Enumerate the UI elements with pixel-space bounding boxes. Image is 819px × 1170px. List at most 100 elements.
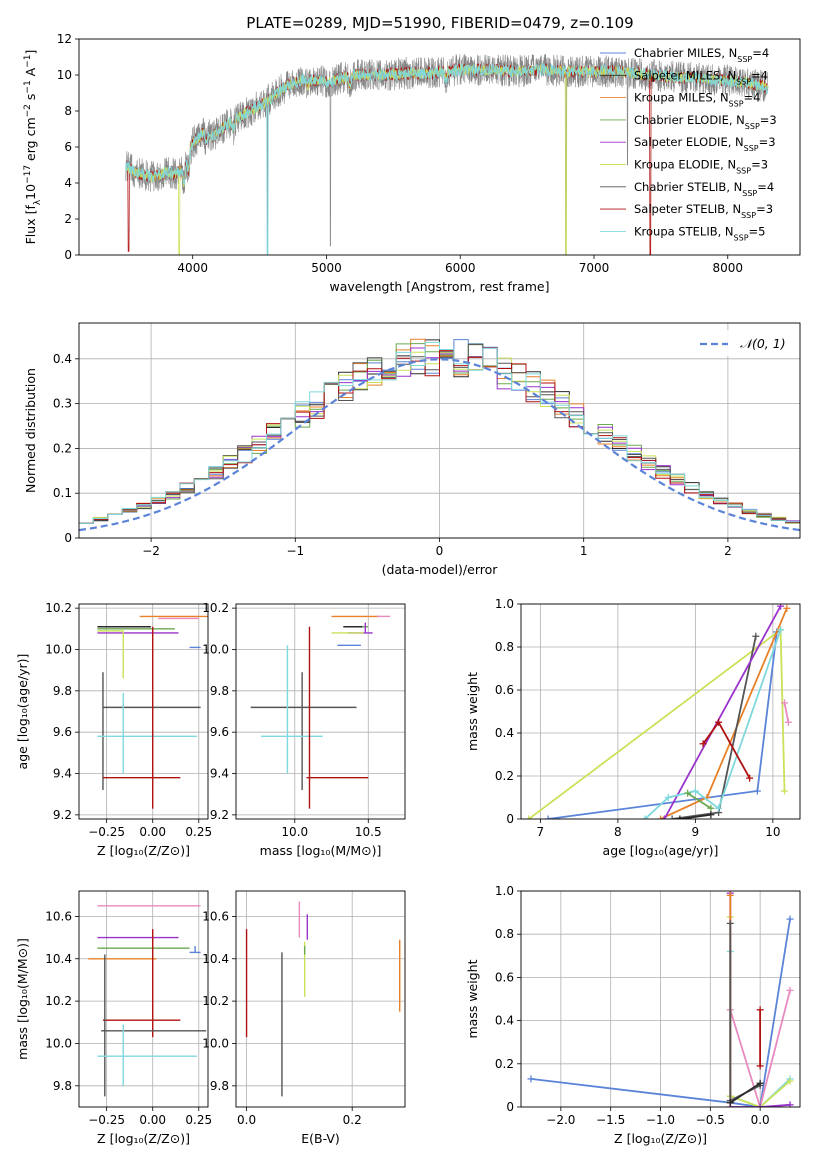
legend-entry-sub: SSP: [736, 77, 751, 86]
x-tick-label: 6000: [445, 261, 476, 275]
weight-marker: [777, 626, 785, 634]
weight-line: [663, 605, 782, 819]
gaussian-curve: [79, 358, 800, 532]
x-tick-label: 10: [765, 825, 780, 839]
legend-entry-suffix: =4: [751, 68, 768, 82]
y-tick-label: 1.0: [495, 597, 514, 611]
weight-marker: [525, 815, 533, 819]
y-tick-label: 0: [506, 1100, 514, 1114]
x-tick-label: −1.0: [646, 1113, 675, 1127]
legend-box: [693, 330, 794, 356]
legend-entry-suffix: =3: [751, 158, 768, 172]
weight-line: [679, 813, 712, 819]
legend-entry-sub: SSP: [737, 55, 752, 64]
legend-entry-label: Chabrier STELIB, N: [634, 180, 742, 194]
errorbar-point: [97, 1024, 197, 1086]
axes-frame: 0.0 0.2 9.8 10.0 10.2 10.4 10.6 E(B-V): [202, 890, 406, 1146]
x-tick-label: 7000: [579, 261, 610, 275]
x-tick-label: 0.2: [343, 1113, 362, 1127]
figure-title: PLATE=0289, MJD=51990, FIBERID=0479, z=0…: [246, 14, 633, 32]
weight-marker: [756, 1079, 764, 1087]
y-axis-label-part: s: [23, 94, 38, 105]
weight-marker: [786, 915, 794, 923]
y-tick-label: 0.4: [495, 726, 514, 740]
legend-entry-label: Salpeter ELODIE, N: [634, 135, 744, 149]
y-tick-label: 10: [57, 68, 72, 82]
x-axis-label: (data-model)/error: [382, 562, 499, 577]
legend-entry-suffix: =4: [757, 180, 774, 194]
x-tick-label: 8000: [712, 261, 743, 275]
y-axis-label-part: −1: [23, 80, 33, 93]
errorbar-point: [189, 946, 201, 954]
x-tick-label: 9: [692, 825, 700, 839]
y-tick-label: 10.0: [202, 642, 229, 656]
legend-entry-suffix: =3: [759, 135, 776, 149]
errorbar-point: [260, 645, 323, 774]
weight-marker: [527, 1075, 535, 1083]
plot-area: [250, 615, 391, 809]
axes-frame: 4000 5000 6000 7000 8000 0 2 4 6 8 10 12 wavelength …: [23, 32, 801, 294]
legend-entry-suffix: =3: [756, 202, 773, 216]
x-tick-label: 1: [580, 544, 588, 558]
y-tick-label: 0: [506, 812, 514, 826]
legend-entry-sub: SSP: [736, 166, 751, 175]
plot-area: [245, 901, 401, 1097]
weight-marker: [752, 632, 760, 640]
y-tick-label: 0.6: [495, 683, 514, 697]
legend-entry: 𝒩(0, 1): [740, 336, 786, 351]
y-tick-label: 6: [64, 140, 72, 154]
weight-marker: [786, 986, 794, 994]
axes-frame: −0.25 0.00 0.25 9.8 10.0 10.2 10.4 10.6 Z [log₁₀…: [15, 890, 212, 1146]
errorbar-point: [347, 622, 373, 634]
y-tick-label: 10.4: [202, 952, 229, 966]
legend-entry-label: Kroupa MILES, N: [634, 91, 729, 105]
y-axis-label-part: −1: [23, 55, 33, 68]
y-axis-label-part: −17: [23, 165, 33, 184]
x-tick-label: 4000: [177, 261, 208, 275]
axes-border: [235, 603, 406, 820]
axes-frame: −0.25 0.00 0.25 9.2 9.4 9.6 9.8 10.0 10.2 Z [log₁…: [15, 601, 212, 858]
weight-line: [687, 792, 712, 810]
spectrum-line-kroupa-stelib: [125, 62, 769, 255]
y-tick-label: 10.2: [45, 994, 72, 1008]
weight-marker: [726, 919, 734, 927]
weight-marker: [786, 1077, 794, 1085]
errorbar-point: [250, 672, 357, 791]
plot-area: [125, 53, 769, 255]
y-tick-label: 0.2: [495, 769, 514, 783]
x-axis-label: wavelength [Angstrom, rest frame]: [329, 279, 549, 294]
y-tick-label: 10.2: [45, 601, 72, 615]
y-tick-label: 9.4: [210, 767, 229, 781]
weight-marker: [756, 1062, 764, 1070]
weight-marker: [544, 815, 552, 819]
x-axis-label: E(B-V): [301, 1131, 340, 1146]
errorbar-point: [101, 954, 207, 1097]
weight-marker: [726, 891, 734, 899]
x-tick-label: 0.25: [185, 1113, 212, 1127]
legend-entry: Kroupa ELODIE, NSSP=3: [634, 158, 768, 176]
y-tick-label: 9.2: [53, 808, 72, 822]
legend-entry-label: Chabrier MILES, N: [634, 46, 737, 60]
mass-vs-metallicity-panel: −0.25 0.00 0.25 9.8 10.0 10.2 10.4 10.6 Z [log₁₀…: [15, 890, 212, 1146]
y-axis-label: mass weight: [465, 959, 480, 1038]
x-tick-label: 0.00: [139, 825, 166, 839]
axes-frame: 7 8 9 10 0 0.2 0.4 0.6 0.8 1.0 age [log₁₀(age/yr)]…: [465, 597, 801, 858]
y-tick-label: 2: [64, 212, 72, 226]
errorbar-point: [97, 630, 124, 679]
legend-entry-sub: SSP: [744, 144, 759, 153]
plot-area: [97, 615, 208, 809]
y-tick-label: 4: [64, 176, 72, 190]
residual-legend: 𝒩(0, 1): [693, 330, 794, 356]
y-tick-label: 9.8: [53, 1079, 72, 1093]
y-axis-label-part: erg cm: [23, 117, 38, 165]
errorbar-point: [97, 692, 197, 774]
x-tick-label: −2: [142, 544, 160, 558]
x-tick-label: −2.0: [546, 1113, 575, 1127]
y-tick-label: 9.4: [53, 767, 72, 781]
weight-marker: [784, 718, 792, 726]
axes-border: [78, 603, 209, 820]
axes-frame: −2 −1 0 1 2 0 0.1 0.2 0.3 0.4 (data-model)/error No…: [23, 322, 801, 577]
y-tick-label: 9.8: [210, 684, 229, 698]
y-tick-label: 10.6: [45, 909, 72, 923]
